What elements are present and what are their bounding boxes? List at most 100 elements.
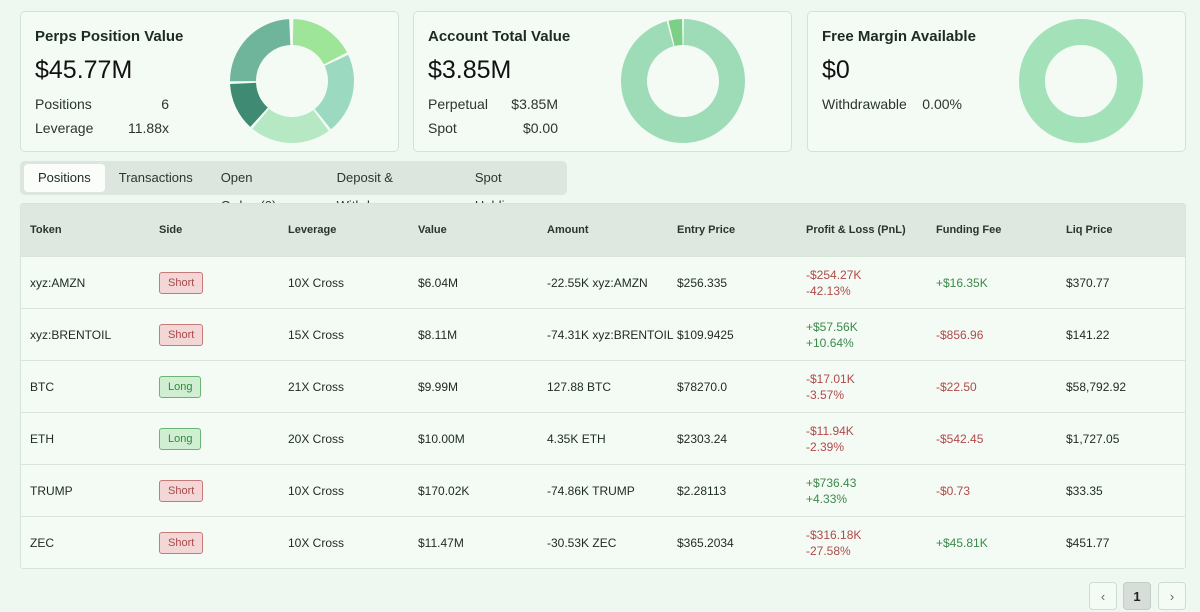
donut-slice: [230, 82, 268, 127]
value-cell: $11.47M: [418, 535, 464, 550]
liq-price-cell: $451.77: [1066, 535, 1110, 550]
table-row: ETH Long 20X Cross $10.00M 4.35K ETH $2303.24…: [21, 412, 1185, 464]
amount-cell: 127.88 BTC: [547, 379, 612, 394]
table-row: TRUMP Short 10X Cross $170.02K -74.86K TRUMP…: [21, 464, 1185, 516]
pnl-cell: -$17.01K -3.57%: [797, 371, 927, 403]
pnl-amount: +$736.43: [806, 475, 857, 490]
positions-value: 6: [161, 96, 169, 112]
spot-value: $0.00: [522, 120, 558, 136]
perpetual-value: $3.85M: [511, 96, 558, 112]
amount-cell: -74.86K TRUMP: [547, 483, 635, 498]
pnl-percent: +10.64%: [806, 335, 854, 350]
token-cell: ZEC: [30, 535, 54, 550]
side-cell: Long: [150, 427, 279, 450]
pnl-amount: +$57.56K: [806, 319, 858, 334]
account-donut-chart: [621, 19, 745, 144]
side-cell: Short: [150, 479, 279, 502]
funding-fee-cell: +$16.35K: [936, 275, 988, 290]
side-badge: Short: [159, 479, 204, 502]
donut-slice: [668, 19, 683, 47]
liq-price-cell: $1,727.05: [1066, 431, 1120, 446]
tab-open-orders[interactable]: Open Orders(0): [220, 170, 277, 213]
table-row: BTC Long 21X Cross $9.99M 127.88 BTC $78270.0…: [21, 360, 1185, 412]
pnl-percent: +4.33%: [806, 491, 848, 506]
token-cell: TRUMP: [30, 483, 73, 498]
table-body: xyz:AMZN Short 10X Cross $6.04M -22.55K xyz:…: [21, 256, 1185, 568]
pnl-cell: -$254.27K -42.13%: [797, 267, 927, 299]
positions-table: Token Side Leverage Value Amount Entry P…: [20, 203, 1186, 569]
side-badge: Short: [159, 323, 204, 346]
side-badge: Short: [159, 271, 204, 294]
entry-price-cell: $365.2034: [677, 535, 734, 550]
pnl-amount: -$17.01K: [806, 371, 855, 386]
withdrawable-row: Withdrawable 0.00%: [822, 96, 962, 112]
donut-slice: [230, 19, 291, 82]
header-entry-price: Entry Price: [677, 224, 736, 236]
leverage-cell: 10X Cross: [288, 275, 345, 290]
account-total-value: $3.85M: [428, 56, 512, 84]
side-cell: Short: [150, 531, 279, 554]
margin-donut-chart: [1019, 19, 1143, 143]
free-margin-title: Free Margin Available: [822, 28, 976, 45]
entry-price-cell: $78270.0: [677, 379, 728, 394]
amount-cell: -74.31K xyz:BRENTOIL: [547, 327, 674, 342]
spot-label: Spot: [428, 120, 457, 136]
tab-deposit-withdraw[interactable]: Deposit & Withdraw: [336, 170, 393, 213]
value-cell: $170.02K: [418, 483, 470, 498]
tab-transactions[interactable]: Transactions: [118, 170, 193, 185]
pnl-percent: -42.13%: [806, 283, 851, 298]
leverage-label: Leverage: [35, 120, 94, 136]
tab-positions[interactable]: Positions: [24, 164, 105, 192]
pnl-cell: +$57.56K +10.64%: [797, 319, 927, 351]
funding-fee-cell: -$542.45: [936, 431, 984, 446]
spot-row: Spot $0.00: [428, 120, 558, 136]
value-cell: $9.99M: [418, 379, 459, 394]
header-amount: Amount: [547, 224, 589, 236]
entry-price-cell: $109.9425: [677, 327, 734, 342]
funding-fee-cell: -$0.73: [936, 483, 971, 498]
header-value: Value: [418, 224, 447, 236]
entry-price-cell: $2.28113: [677, 483, 727, 498]
leverage-cell: 10X Cross: [288, 483, 345, 498]
header-leverage: Leverage: [288, 224, 337, 236]
leverage-value: 11.88x: [128, 120, 169, 136]
pnl-percent: -3.57%: [806, 387, 845, 402]
page-number-button[interactable]: 1: [1123, 582, 1151, 610]
leverage-cell: 10X Cross: [288, 535, 345, 550]
table-header: Token Side Leverage Value Amount Entry P…: [21, 204, 1185, 256]
withdrawable-value: 0.00%: [922, 96, 962, 112]
pnl-amount: -$11.94K: [806, 423, 854, 438]
value-cell: $10.00M: [418, 431, 465, 446]
amount-cell: -30.53K ZEC: [547, 535, 617, 550]
token-cell: xyz:AMZN: [30, 275, 86, 290]
entry-price-cell: $256.335: [677, 275, 728, 290]
donut-slice: [621, 19, 745, 144]
donut-slice: [292, 19, 347, 65]
header-funding-fee: Funding Fee: [936, 224, 1002, 236]
amount-cell: -22.55K xyz:AMZN: [547, 275, 648, 290]
next-page-button[interactable]: ›: [1158, 582, 1186, 610]
funding-fee-cell: +$45.81K: [936, 535, 988, 550]
table-row: xyz:BRENTOIL Short 15X Cross $8.11M -74.31K …: [21, 308, 1185, 360]
free-margin-value: $0: [822, 56, 850, 84]
pnl-percent: -2.39%: [806, 439, 845, 454]
positions-label: Positions: [35, 96, 92, 112]
side-badge: Long: [159, 375, 202, 398]
pnl-amount: -$254.27K: [806, 267, 862, 282]
positions-row: Positions 6: [35, 96, 169, 112]
donut-slice: [252, 108, 329, 143]
side-cell: Short: [150, 323, 279, 346]
pnl-percent: -27.58%: [806, 543, 851, 558]
side-cell: Short: [150, 271, 279, 294]
table-row: ZEC Short 10X Cross $11.47M -30.53K ZEC $365.…: [21, 516, 1185, 568]
tab-spot-holdings[interactable]: Spot Holdings: [474, 170, 526, 213]
perps-position-card: Perps Position Value $45.77M Positions 6…: [20, 11, 399, 152]
pnl-amount: -$316.18K: [806, 527, 862, 542]
liq-price-cell: $141.22: [1066, 327, 1110, 342]
leverage-cell: 21X Cross: [288, 379, 345, 394]
leverage-cell: 20X Cross: [288, 431, 345, 446]
header-token: Token: [30, 224, 62, 236]
perps-donut-chart: [230, 19, 354, 143]
prev-page-button[interactable]: ‹: [1089, 582, 1117, 610]
leverage-row: Leverage 11.88x: [35, 120, 169, 136]
